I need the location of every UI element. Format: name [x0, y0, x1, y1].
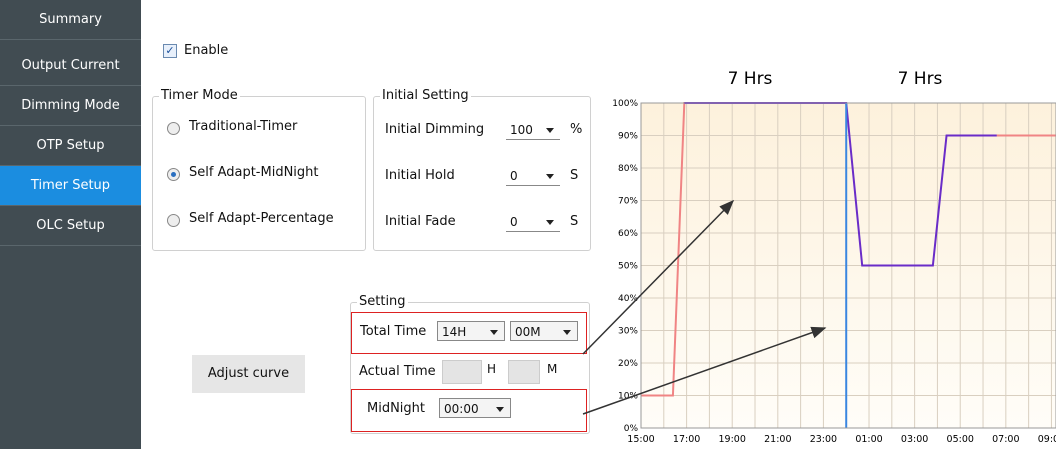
y-tick-label: 70%: [618, 197, 638, 207]
timer-mode-group: Timer Mode: [152, 88, 366, 251]
nav-item[interactable]: Output Current: [0, 46, 141, 86]
dropdown[interactable]: 00:00: [439, 398, 511, 418]
nav-item[interactable]: Timer Setup: [0, 166, 141, 206]
unit: M: [547, 362, 558, 376]
nav-item[interactable]: Dimming Mode: [0, 86, 141, 126]
dropdown[interactable]: 0: [506, 166, 560, 186]
radio[interactable]: [167, 214, 180, 227]
dropdown[interactable]: 100: [506, 120, 560, 140]
y-tick-label: 100%: [612, 99, 638, 109]
y-tick-label: 60%: [618, 229, 638, 239]
nav-item[interactable]: OLC Setup: [0, 206, 141, 246]
x-tick-label: 09:00: [1038, 434, 1056, 445]
radio[interactable]: [167, 168, 180, 181]
dropdown[interactable]: 14H: [437, 321, 505, 341]
x-tick-label: 15:00: [627, 434, 654, 445]
input[interactable]: [508, 360, 540, 384]
unit: H: [487, 362, 497, 376]
radio[interactable]: [167, 122, 180, 135]
label: Initial Hold: [385, 168, 455, 183]
x-tick-label: 21:00: [764, 434, 791, 445]
dropdown[interactable]: 00M: [510, 321, 578, 341]
label: Initial Dimming: [385, 122, 485, 137]
nav-item[interactable]: Summary: [0, 0, 141, 40]
enable-label: Enable: [184, 43, 229, 58]
nav-item[interactable]: OTP Setup: [0, 126, 141, 166]
button[interactable]: Adjust curve: [192, 355, 305, 393]
label: MidNight: [367, 401, 426, 416]
group-title: Timer Mode: [159, 88, 240, 103]
x-tick-label: 05:00: [947, 434, 974, 445]
unit: S: [570, 214, 579, 229]
x-tick-label: 03:00: [901, 434, 928, 445]
label: Actual Time: [359, 364, 436, 379]
x-tick-label: 23:00: [810, 434, 837, 445]
x-tick-label: 01:00: [855, 434, 882, 445]
sidebar: Summary Output Current Dimming Mode OTP Set…: [0, 0, 141, 449]
checkbox[interactable]: ✓: [163, 44, 177, 58]
y-tick-label: 10%: [618, 392, 638, 402]
label: Initial Fade: [385, 214, 456, 229]
y-tick-label: 50%: [618, 262, 638, 272]
dropdown[interactable]: 0: [506, 212, 560, 232]
y-tick-label: 90%: [618, 132, 638, 142]
y-tick-label: 80%: [618, 164, 638, 174]
x-tick-label: 17:00: [673, 434, 700, 445]
y-tick-label: 40%: [618, 294, 638, 304]
radio-label: Traditional-Timer: [189, 119, 298, 134]
input[interactable]: [442, 360, 482, 384]
radio-label: Self Adapt-Percentage: [189, 211, 334, 226]
y-tick-label: 20%: [618, 359, 638, 369]
x-tick-label: 07:00: [992, 434, 1019, 445]
group-title: Initial Setting: [380, 88, 471, 103]
unit: S: [570, 168, 579, 183]
unit: %: [570, 122, 583, 137]
annotation: 7 Hrs: [728, 69, 773, 89]
x-tick-label: 19:00: [719, 434, 746, 445]
label: Total Time: [360, 324, 427, 339]
group-title: Setting: [357, 294, 408, 309]
y-tick-label: 30%: [618, 327, 638, 337]
y-tick-label: 0%: [624, 424, 639, 434]
initial-setting-group: Initial Setting: [373, 88, 591, 251]
radio-label: Self Adapt-MidNight: [189, 165, 319, 180]
annotation: 7 Hrs: [898, 69, 943, 89]
